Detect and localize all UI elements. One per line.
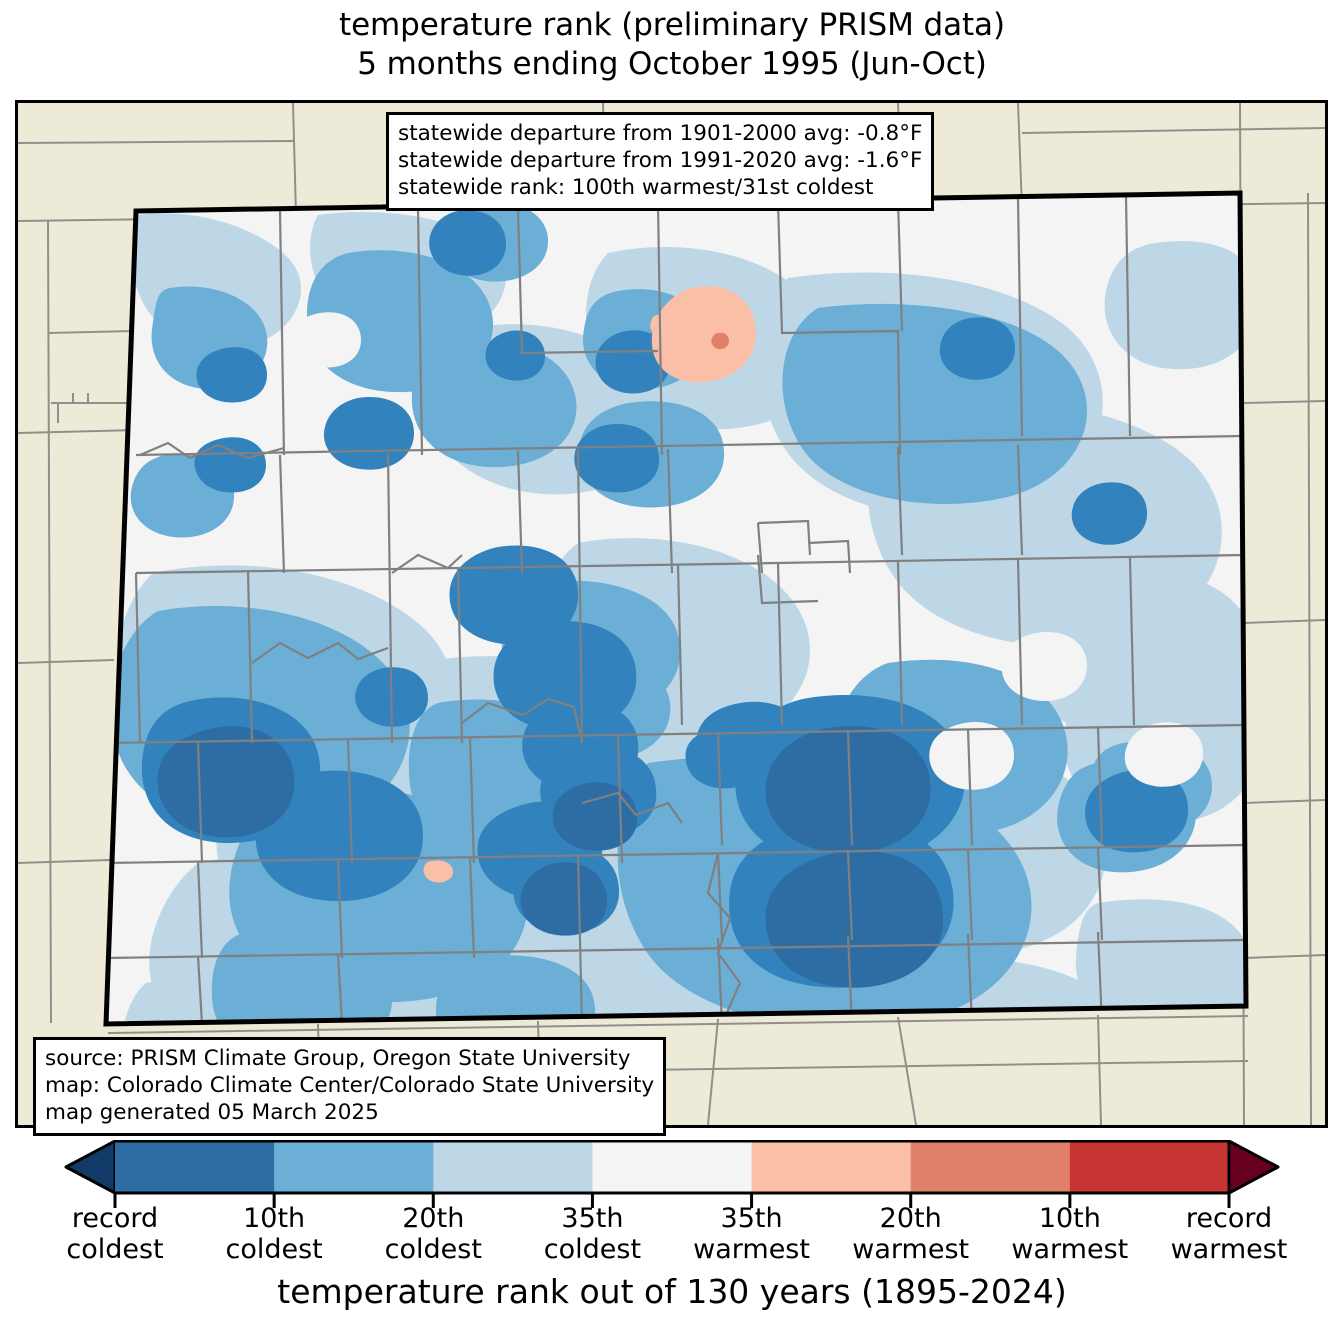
colorbar-label-1: 10th coldest	[179, 1203, 369, 1265]
colorbar-label-6: 10th warmest	[975, 1203, 1165, 1265]
colorbar-label-bottom-3: coldest	[543, 1234, 642, 1265]
colorbar-swatch-2	[433, 1141, 594, 1193]
colorbar-caption: temperature rank out of 130 years (1895-…	[277, 1272, 1067, 1311]
statewide-stats-box: statewide departure from 1901-2000 avg: …	[386, 112, 935, 211]
colorbar-ticks	[113, 1193, 1231, 1208]
colorbar-label-bottom-1: coldest	[225, 1234, 323, 1265]
colorbar-label-bottom-0: coldest	[66, 1234, 164, 1265]
colorado-county-lines	[106, 195, 1246, 1024]
temperature-rank-field	[106, 193, 1246, 1024]
title-line-1: temperature rank (preliminary PRISM data…	[339, 7, 1005, 43]
colorbar-label-3: 35th coldest	[497, 1203, 687, 1265]
colorbar-label-bottom-4: warmest	[693, 1234, 810, 1265]
colorbar-label-top-1: 10th	[243, 1203, 306, 1234]
colorbar-label-7: record warmest	[1134, 1203, 1324, 1265]
colorbar-svg	[64, 1140, 1280, 1208]
colorbar-label-bottom-6: warmest	[1011, 1234, 1129, 1265]
colorbar-label-2: 20th coldest	[338, 1203, 528, 1265]
source-line: source: PRISM Climate Group, Oregon Stat…	[45, 1046, 631, 1071]
colorbar-label-bottom-5: warmest	[852, 1234, 970, 1265]
stat-departure-1901-2000: statewide departure from 1901-2000 avg: …	[398, 121, 923, 146]
colorbar-swatch-1	[274, 1141, 434, 1193]
colorbar-label-bottom-7: warmest	[1170, 1234, 1288, 1265]
colorbar-label-top-6: 10th	[1038, 1203, 1101, 1234]
title-line-2: 5 months ending October 1995 (Jun-Oct)	[357, 46, 987, 82]
colorbar-label-top-0: record	[71, 1203, 159, 1234]
colorbar-label-0: record coldest	[20, 1203, 210, 1265]
colorbar-swatch-4	[751, 1141, 912, 1193]
colorbar-swatch-3	[592, 1141, 753, 1193]
colorbar-swatch-0	[115, 1141, 275, 1193]
colorbar-label-top-4: 35th	[720, 1203, 783, 1234]
colorbar-swatches	[115, 1141, 1230, 1193]
map-panel[interactable]	[15, 100, 1328, 1128]
colorbar-label-top-5: 20th	[879, 1203, 942, 1234]
colorbar[interactable]	[0, 1140, 1344, 1210]
page-title: temperature rank (preliminary PRISM data…	[0, 6, 1344, 84]
stat-statewide-rank: statewide rank: 100th warmest/31st colde…	[398, 175, 874, 200]
colorbar-label-bottom-2: coldest	[384, 1234, 482, 1265]
colorbar-label-top-3: 35th	[561, 1203, 624, 1234]
colorbar-tick-labels: record coldest 10th coldest 20th coldest 35th c…	[0, 1203, 1344, 1265]
colorado-temperature-rank-map	[18, 103, 1325, 1125]
colorbar-swatch-6	[1069, 1141, 1230, 1193]
map-credit-line: map: Colorado Climate Center/Colorado St…	[45, 1073, 655, 1098]
stat-departure-1991-2020: statewide departure from 1991-2020 avg: …	[398, 148, 923, 173]
colorbar-label-5: 20th warmest	[816, 1203, 1006, 1265]
colorbar-record-warmest-arrow	[1227, 1140, 1280, 1195]
colorbar-swatch-5	[910, 1141, 1071, 1193]
colorbar-label-4: 35th warmest	[657, 1203, 847, 1265]
colorbar-label-top-7: record	[1185, 1203, 1273, 1234]
source-credits-box: source: PRISM Climate Group, Oregon Stat…	[33, 1037, 667, 1136]
colorbar-record-coldest-arrow	[64, 1140, 117, 1195]
map-generated-line: map generated 05 March 2025	[45, 1100, 379, 1125]
colorbar-label-top-2: 20th	[402, 1203, 465, 1234]
